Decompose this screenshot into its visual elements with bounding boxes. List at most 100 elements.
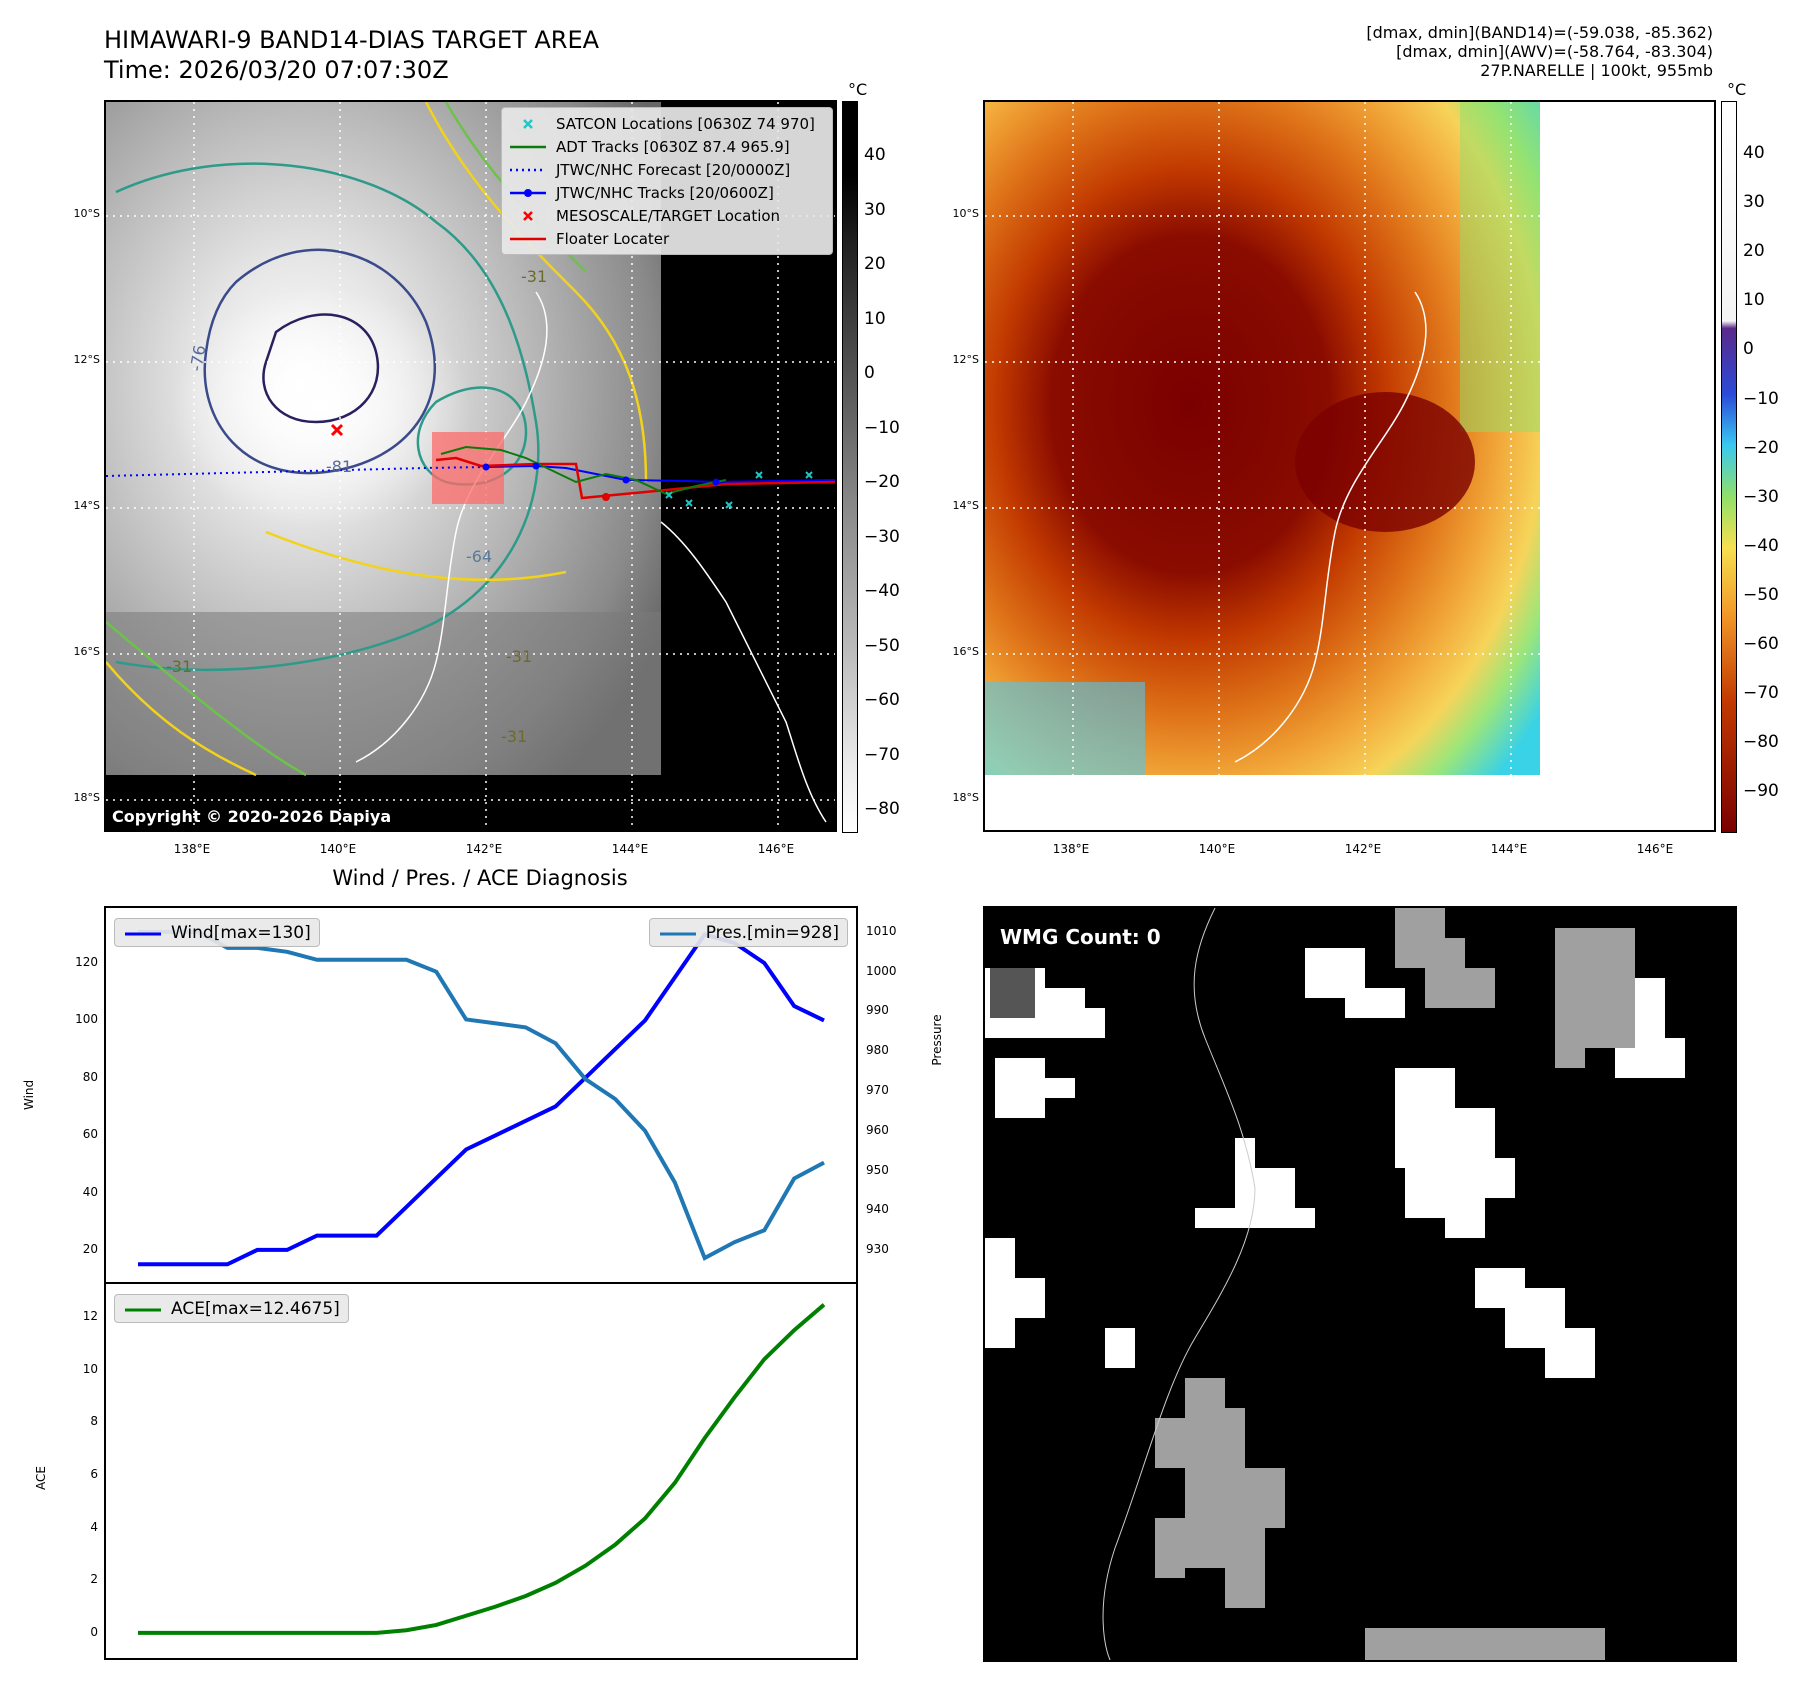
colorbar-tick: −90: [1743, 781, 1779, 802]
legend-item-satcon: SATCON Locations [0630Z 74 970]: [508, 112, 826, 135]
chart-time: Time: 2026/03/20 07:07:30Z: [104, 56, 449, 84]
line-icon: [508, 140, 548, 154]
lat-tick: 14°S: [73, 499, 100, 512]
awv-map-svg: [985, 102, 1540, 830]
colorbar-tick: −10: [864, 417, 900, 438]
awv-range: [dmax, dmin](AWV)=(-58.764, -83.304): [1396, 42, 1713, 61]
ir-map-panel: -76 -81 -64 -31 -31 -31 -31 Copyright © …: [104, 100, 837, 832]
colorbar-tick: 10: [864, 308, 886, 329]
lon-tick: 144°E: [611, 842, 649, 856]
contour-label: -76: [186, 344, 209, 373]
header-right: [dmax, dmin](BAND14)=(-59.038, -85.362) …: [1366, 23, 1713, 80]
lon-tick: 146°E: [1636, 842, 1674, 856]
jtwc-forecast-track: [106, 466, 487, 477]
colorbar-tick: −20: [1743, 437, 1779, 458]
colorbar-tick: −20: [864, 472, 900, 492]
y2-tick: 970: [866, 1083, 889, 1098]
pressure-axis-label: Pressure: [930, 1014, 944, 1066]
awv-map-panel: [983, 100, 1716, 832]
lon-tick: 144°E: [1490, 842, 1528, 856]
awv-colorbar-unit: °C: [1727, 80, 1747, 99]
ace-legend: ACE[max=12.4675]: [114, 1294, 349, 1323]
lon-tick: 138°E: [1052, 842, 1090, 856]
lon-tick: 138°E: [173, 842, 211, 856]
legend-item-adt: ADT Tracks [0630Z 87.4 965.9]: [508, 135, 826, 158]
wmg-panel: WMG Count: 0: [983, 906, 1737, 1662]
wind-axis-label: Wind: [22, 1079, 36, 1110]
y-tick: 60: [82, 1127, 98, 1142]
lon-tick: 142°E: [465, 842, 503, 856]
colorbar-tick: −60: [1743, 634, 1779, 654]
line-icon: [658, 926, 698, 940]
y-tick: 8: [90, 1414, 98, 1429]
pressure-series-line: [138, 929, 825, 1261]
contour-label: -31: [521, 267, 547, 286]
wind-pres-chart: [138, 929, 825, 1267]
ace-axis-label: ACE: [34, 1466, 48, 1490]
ace-chart: [138, 1303, 826, 1635]
lat-tick: 14°S: [952, 499, 979, 512]
awv-colorbar-ticks: 40 30 20 10 0 −10 −20 −30 −40 −50 −60 −70 −80 −90: [1743, 101, 1793, 831]
lat-tick: 10°S: [952, 207, 979, 220]
wmg-count: WMG Count: 0: [1000, 925, 1161, 949]
contour-label: -31: [506, 647, 532, 666]
lat-tick: 12°S: [73, 353, 100, 366]
legend-item-forecast: JTWC/NHC Forecast [20/0000Z]: [508, 158, 826, 181]
lat-tick: 18°S: [952, 791, 979, 804]
colorbar-tick: −80: [864, 799, 900, 819]
ir-colorbar-ticks: 40 30 20 10 0 −10 −20 −30 −40 −50 −60 −70 −80: [864, 101, 914, 831]
lon-tick: 142°E: [1344, 842, 1382, 856]
y-tick: 6: [90, 1466, 98, 1481]
colorbar-tick: 0: [1743, 339, 1754, 360]
legend-item-target: MESOSCALE/TARGET Location: [508, 204, 826, 227]
diagnosis-title: Wind / Pres. / ACE Diagnosis: [332, 866, 628, 890]
colorbar-tick: −70: [864, 744, 900, 765]
contour-label: -31: [501, 727, 527, 746]
line-icon: [508, 232, 548, 246]
ir-legend: SATCON Locations [0630Z 74 970] ADT Trac…: [501, 107, 833, 255]
colorbar-tick: −10: [1743, 388, 1779, 409]
lat-tick: 12°S: [952, 353, 979, 366]
satcon-markers: [665, 471, 813, 509]
colorbar-tick: −60: [864, 690, 900, 710]
y2-tick: 990: [866, 1003, 889, 1018]
adt-track: [440, 445, 727, 496]
lon-tick: 146°E: [757, 842, 795, 856]
lat-tick: 16°S: [952, 645, 979, 658]
band14-range: [dmax, dmin](BAND14)=(-59.038, -85.362): [1366, 23, 1713, 42]
pres-legend: Pres.[min=928]: [648, 918, 848, 947]
y-tick: 20: [82, 1241, 98, 1256]
colorbar-tick: 40: [1743, 143, 1765, 163]
y2-tick: 930: [866, 1242, 889, 1257]
y2-tick: 950: [866, 1162, 889, 1177]
colorbar-tick: −40: [864, 581, 900, 601]
y-tick: 80: [82, 1069, 98, 1084]
lon-tick: 140°E: [319, 842, 357, 856]
floater-track: [435, 456, 835, 500]
line-icon: [123, 926, 163, 940]
storm-info: 27P.NARELLE | 100kt, 955mb: [1480, 61, 1713, 80]
colorbar-tick: 30: [864, 199, 886, 220]
colorbar-tick: 0: [864, 363, 875, 383]
y-tick: 10: [82, 1361, 98, 1376]
colorbar-tick: 20: [1743, 241, 1765, 262]
ir-coastline: [355, 291, 827, 823]
colorbar-tick: −50: [864, 635, 900, 656]
y2-tick: 940: [866, 1202, 889, 1217]
x-marker-icon: [508, 209, 548, 223]
colorbar-tick: 30: [1743, 192, 1765, 213]
wmg-coastline: [1102, 908, 1256, 1660]
copyright: Copyright © 2020-2026 Dapiya: [112, 807, 391, 826]
ir-colorbar-unit: °C: [848, 80, 868, 99]
y2-tick: 980: [866, 1043, 889, 1058]
wmg-map: WMG Count: 0: [985, 908, 1685, 1660]
contour-label: -31: [166, 657, 192, 676]
colorbar-tick: 10: [1743, 290, 1765, 311]
contour-label: -81: [326, 457, 352, 476]
x-marker-icon: [508, 117, 548, 131]
awv-colorbar: [1721, 101, 1737, 833]
colorbar-tick: −50: [1743, 584, 1779, 605]
y2-tick: 1000: [866, 963, 897, 978]
ir-colorbar: [842, 101, 858, 833]
y-tick: 2: [90, 1572, 98, 1587]
